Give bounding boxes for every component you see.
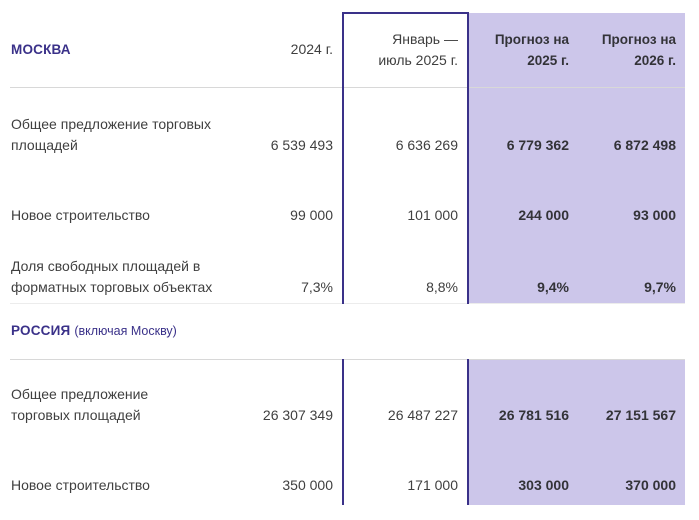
table-row-moscow-total-supply: Общее предложение торговых площадей 6 53… — [10, 87, 685, 169]
cell-moscow-supply-forecast-2026: 6 872 498 — [578, 87, 685, 169]
table-row-moscow-vacancy-share: Доля свободных площадей в форматных торг… — [10, 241, 685, 304]
cell-moscow-supply-2024: 6 539 493 — [270, 137, 333, 153]
cell-russia-supply-jan-jul-2025: 26 487 227 — [342, 359, 469, 441]
row-label: Новое строительство — [11, 477, 150, 493]
russia-header-row: РОССИЯ (включая Москву) — [10, 303, 685, 360]
cell-russia-supply-forecast-2026: 27 151 567 — [578, 359, 685, 441]
russia-section-title: РОССИЯ — [11, 323, 71, 338]
row-label: Общее предложение торговых площадей — [11, 386, 149, 423]
cell-moscow-vacancy-jan-jul-2025: 8,8% — [342, 241, 469, 304]
cell-moscow-construction-jan-jul-2025: 101 000 — [342, 169, 469, 241]
cell-russia-supply-forecast-2025: 26 781 516 — [468, 359, 578, 441]
col-header-forecast-2025-line2: 2025 г. — [527, 52, 569, 68]
table-row-russia-total-supply: Общее предложение торговых площадей 26 3… — [10, 359, 685, 441]
cell-moscow-supply-jan-jul-2025: 6 636 269 — [342, 87, 469, 169]
col-header-jan-jul-2025: Январь — июль 2025 г. — [342, 12, 469, 88]
table-row-russia-new-construction: Новое строительство 350 000 171 000 303 … — [10, 441, 685, 505]
cell-russia-construction-forecast-2025: 303 000 — [468, 441, 578, 505]
cell-moscow-construction-forecast-2025: 244 000 — [468, 169, 578, 241]
col-header-forecast-2025-line1: Прогноз на — [494, 31, 569, 47]
col-header-forecast-2026-line1: Прогноз на — [601, 31, 676, 47]
moscow-section-title: МОСКВА — [11, 42, 71, 58]
col-header-forecast-2026: Прогноз на 2026 г. — [578, 13, 685, 88]
cell-moscow-construction-2024: 99 000 — [290, 207, 333, 223]
row-label: Доля свободных площадей в форматных торг… — [10, 241, 240, 304]
cell-moscow-vacancy-forecast-2025: 9,4% — [468, 241, 578, 304]
cell-moscow-vacancy-forecast-2026: 9,7% — [578, 241, 685, 304]
cell-russia-construction-forecast-2026: 370 000 — [578, 441, 685, 505]
cell-moscow-vacancy-2024: 7,3% — [240, 241, 343, 304]
cell-moscow-construction-forecast-2026: 93 000 — [578, 169, 685, 241]
cell-moscow-supply-forecast-2025: 6 779 362 — [468, 87, 578, 169]
col-header-forecast-2025: Прогноз на 2025 г. — [468, 13, 578, 88]
russia-section-subtitle: (включая Москву) — [74, 324, 177, 338]
col-header-jan-jul-line1: Январь — — [392, 31, 458, 48]
row-label: Общее предложение торговых площадей — [11, 116, 211, 153]
table-row-moscow-new-construction: Новое строительство 99 000 101 000 244 0… — [10, 169, 685, 241]
col-header-forecast-2026-line2: 2026 г. — [634, 52, 676, 68]
cell-russia-construction-2024: 350 000 — [282, 477, 333, 493]
col-header-jan-jul-line2: июль 2025 г. — [378, 52, 458, 69]
col-header-2024: 2024 г. — [240, 13, 343, 88]
cell-russia-construction-jan-jul-2025: 171 000 — [342, 441, 469, 505]
row-label: Новое строительство — [11, 207, 150, 223]
retail-supply-table: МОСКВА 2024 г. Январь — июль 2025 г. Про… — [10, 12, 685, 505]
moscow-header-row: МОСКВА 2024 г. Январь — июль 2025 г. Про… — [10, 12, 685, 88]
cell-russia-supply-2024: 26 307 349 — [262, 407, 333, 423]
